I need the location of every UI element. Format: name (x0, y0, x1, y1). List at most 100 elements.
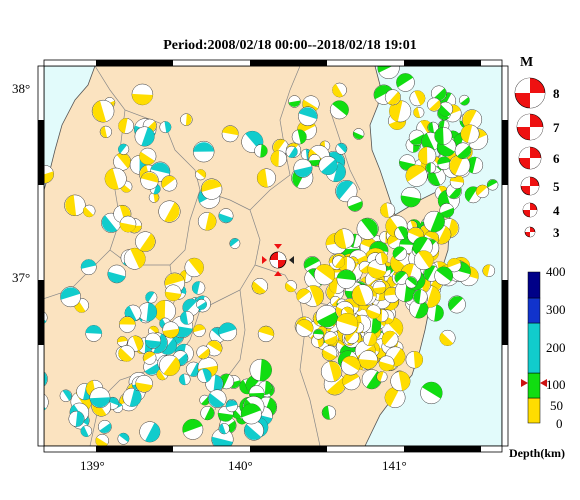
event-beachball (405, 276, 418, 289)
magnitude-legend-label: 5 (553, 179, 560, 194)
event-beachball (437, 156, 451, 171)
event-beachball (91, 99, 115, 123)
event-beachball (313, 264, 336, 286)
event-beachball (118, 345, 135, 362)
event-beachball (229, 238, 241, 249)
event-beachball (285, 145, 298, 158)
event-beachball (159, 121, 172, 134)
event-beachball (482, 264, 496, 278)
event-beachball (358, 350, 378, 370)
event-beachball (323, 331, 338, 346)
event-beachball (384, 387, 406, 408)
event-beachball (179, 373, 191, 386)
event-beachball (448, 154, 471, 177)
depth-legend-title: Depth(km) (509, 446, 565, 460)
event-beachball (80, 259, 97, 276)
event-beachball (352, 128, 365, 140)
event-beachball (99, 125, 112, 139)
event-beachball (249, 358, 272, 382)
event-beachball (318, 156, 338, 176)
event-beachball (139, 147, 157, 165)
event-beachball (449, 174, 465, 190)
event-beachball (197, 368, 212, 383)
event-beachball (372, 280, 387, 295)
lat-label-38: 38° (12, 81, 30, 96)
magnitude-legend-ball (518, 146, 542, 170)
event-beachball (439, 203, 455, 218)
event-beachball (162, 321, 180, 339)
event-beachball (180, 310, 194, 325)
event-beachball (44, 371, 48, 387)
event-beachball (356, 217, 379, 240)
event-beachball (148, 192, 160, 203)
event-beachball (320, 360, 343, 383)
event-beachball (95, 433, 109, 446)
event-beachball (460, 124, 480, 144)
event-beachball (430, 85, 447, 102)
map-frame (37, 59, 509, 453)
event-beachball (117, 432, 130, 445)
event-beachball (68, 410, 85, 427)
event-beachball (211, 428, 234, 446)
mainshock-marker[interactable] (262, 244, 294, 276)
event-beachball (400, 186, 422, 208)
event-beachball (366, 304, 381, 319)
event-beachball (378, 355, 395, 372)
event-beachball (218, 322, 238, 342)
depth-label-200: 200 (546, 340, 566, 355)
event-beachball (85, 325, 103, 342)
event-beachball (64, 194, 86, 217)
event-beachball (193, 140, 215, 163)
event-beachball (423, 210, 445, 233)
event-beachball (298, 106, 318, 126)
event-beachball (137, 302, 158, 322)
event-beachball (142, 351, 157, 365)
event-beachball (122, 387, 142, 407)
event-beachball (330, 100, 349, 120)
map-title: Period:2008/02/18 00:00--2018/02/18 19:0… (163, 38, 417, 53)
event-beachball (425, 162, 437, 174)
event-beachball (277, 11, 297, 31)
event-beachball (439, 329, 456, 346)
event-beachball (200, 405, 215, 421)
event-beachball (123, 247, 146, 270)
lat-label-37: 37° (12, 270, 30, 285)
lon-label-140: 140° (228, 458, 253, 473)
magnitude-legend-label: 3 (553, 225, 560, 240)
event-beachball (335, 142, 348, 155)
event-beachball (207, 389, 227, 409)
event-beachball (405, 351, 424, 369)
event-beachball (118, 143, 130, 155)
event-beachball (134, 126, 155, 147)
event-beachball (131, 83, 154, 106)
event-beachball (342, 372, 361, 391)
depth-label-300: 300 (546, 302, 566, 317)
event-beachball (413, 106, 425, 119)
event-beachball (288, 95, 301, 108)
event-beachball (107, 264, 127, 284)
event-beachball (362, 331, 377, 347)
event-beachball (295, 319, 314, 337)
event-beachball (195, 169, 207, 181)
event-beachball (44, 393, 49, 411)
event-beachball (44, 164, 54, 184)
magnitude-legend-label: 7 (553, 120, 560, 135)
magnitude-legend-label: 4 (553, 203, 560, 218)
event-beachball (184, 257, 204, 278)
event-beachball (284, 280, 297, 293)
event-beachball (270, 150, 288, 167)
event-beachball (180, 113, 193, 126)
event-beachball (140, 171, 159, 190)
event-beachball (191, 281, 206, 295)
event-beachball (427, 97, 442, 112)
event-beachball (197, 212, 217, 231)
event-beachball (296, 288, 312, 304)
event-beachball (82, 204, 96, 218)
event-beachball (409, 299, 429, 319)
event-beachball (135, 231, 156, 252)
event-beachball (332, 255, 346, 269)
event-beachball (427, 121, 439, 134)
depth-label-50: 50 (550, 398, 563, 413)
event-beachball (196, 345, 211, 360)
